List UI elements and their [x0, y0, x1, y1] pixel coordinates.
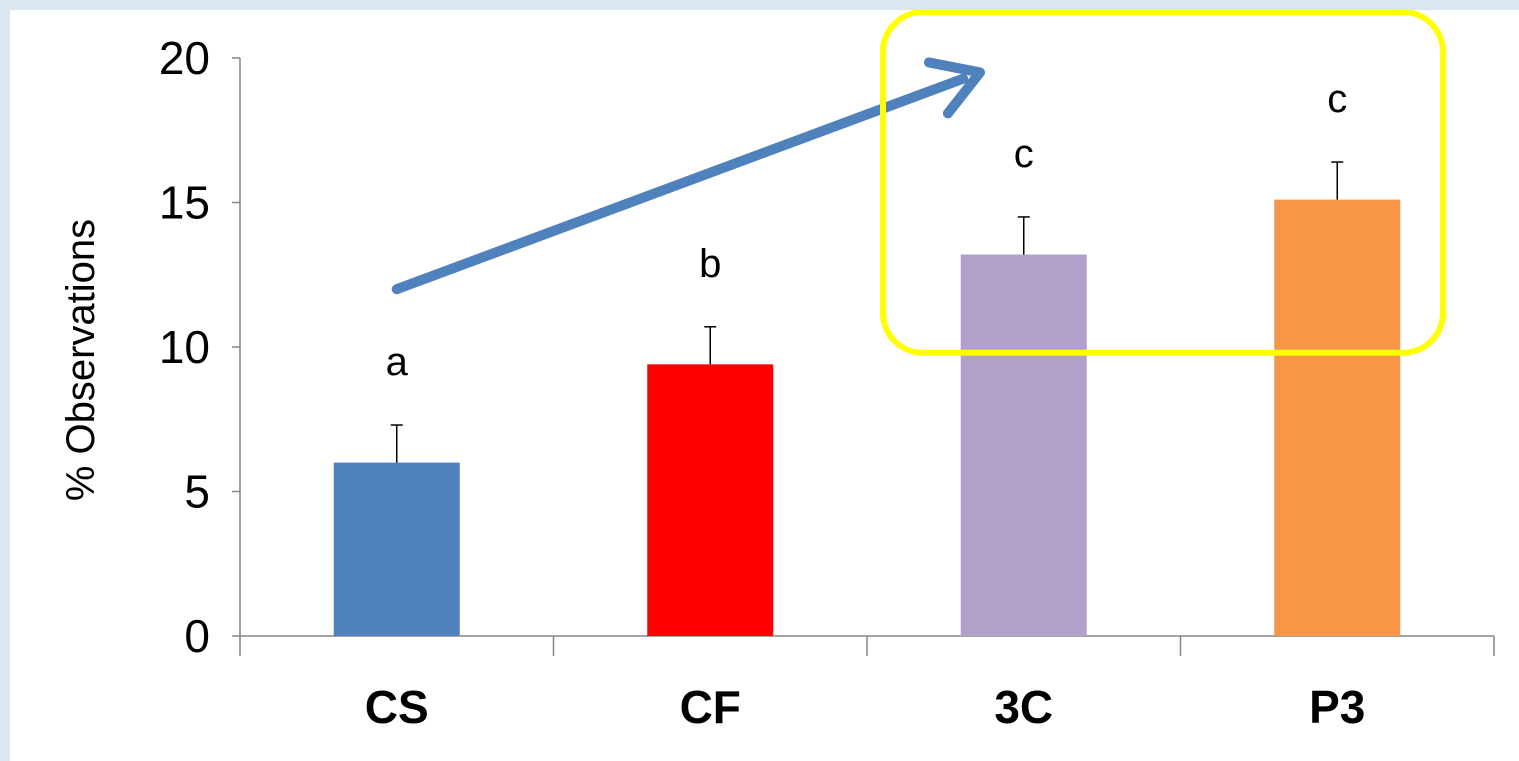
category-labels: CS CF 3C P3 — [365, 681, 1366, 733]
y-tick-label: 0 — [184, 610, 210, 662]
bar-3c — [960, 254, 1087, 636]
category-label: CF — [680, 681, 741, 733]
annotations — [391, 10, 1446, 356]
error-bars — [390, 161, 1344, 463]
significance-letter: c — [1014, 132, 1034, 176]
highlight-box — [880, 10, 1446, 356]
y-axis-title: % Observations — [59, 219, 103, 501]
significance-letter: b — [699, 242, 721, 286]
bar-cs — [333, 462, 460, 636]
y-axis: 0 5 10 15 20 — [159, 32, 241, 662]
significance-letters: a b c c — [386, 77, 1348, 384]
chart-frame: 0 5 10 15 20 a b c c CS CF 3C P3 % Observations — [10, 10, 1519, 761]
significance-letter: c — [1327, 77, 1347, 121]
x-axis — [239, 635, 1495, 656]
category-label: CS — [365, 681, 429, 733]
trend-arrow — [391, 73, 969, 295]
significance-letter: a — [386, 340, 409, 384]
category-label: 3C — [994, 681, 1053, 733]
bar-chart: 0 5 10 15 20 a b c c CS CF 3C P3 % Observations — [59, 10, 1495, 733]
category-label: P3 — [1309, 681, 1365, 733]
trend-arrow-head — [923, 57, 985, 119]
bar-cf — [647, 364, 774, 636]
bar-p3 — [1274, 199, 1401, 637]
y-tick-label: 10 — [159, 321, 210, 373]
bars — [333, 199, 1401, 637]
y-tick-label: 5 — [184, 466, 210, 518]
y-tick-label: 20 — [159, 32, 210, 84]
y-tick-label: 15 — [159, 177, 210, 229]
